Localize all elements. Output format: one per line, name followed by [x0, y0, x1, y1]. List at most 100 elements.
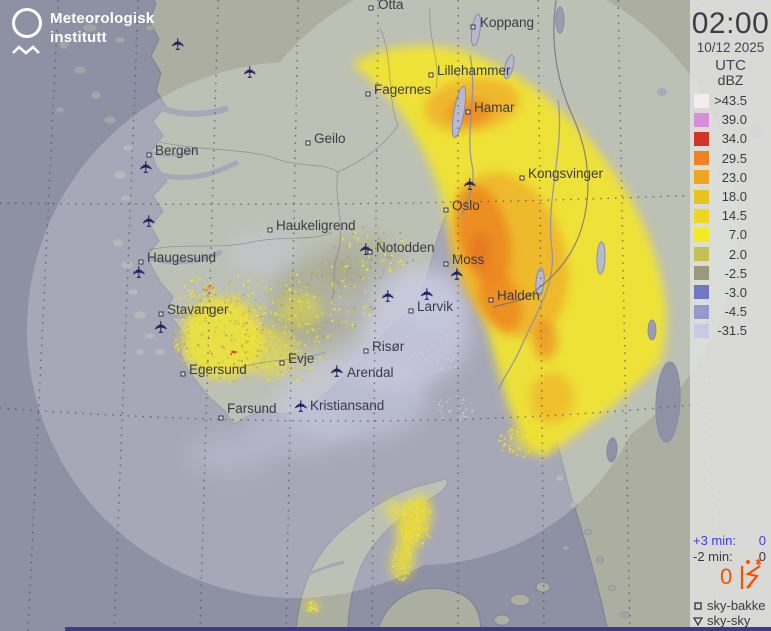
svg-text:Fagernes: Fagernes [374, 82, 431, 97]
svg-text:Evje: Evje [288, 351, 314, 366]
minus-min-label: -2 min: [693, 549, 733, 564]
city-label-kristiansand: Kristiansand [310, 398, 384, 413]
timezone-label: UTC [715, 57, 746, 74]
legend-row-11: -4.5 [690, 302, 771, 321]
svg-text:Stavanger: Stavanger [167, 302, 229, 317]
legend-value: 39.0 [721, 112, 747, 128]
svg-text:Arendal: Arendal [347, 365, 394, 380]
forecast-plus-row: +3 min: 0 [690, 533, 771, 548]
logo: Meteorologisk institutt [12, 8, 154, 61]
legend-value: 29.5 [721, 150, 747, 166]
city-label-stavanger: Stavanger [158, 302, 229, 317]
precipitation-weak-echo [190, 230, 470, 475]
city-label-otta: Otta [368, 0, 404, 12]
legend-row-10: -3.0 [690, 283, 771, 302]
city-label-notodden: Notodden [367, 240, 435, 255]
svg-text:Farsund: Farsund [227, 401, 277, 416]
airplane-icon: ✈ [152, 320, 171, 334]
legend-swatch [694, 170, 709, 185]
svg-text:Egersund: Egersund [189, 362, 247, 377]
legend-swatch [694, 208, 709, 223]
lakes [451, 6, 681, 463]
legend-row-5: 18.0 [690, 187, 771, 206]
info-panel: 02:00 10/12 2025 UTC dBZ >43.5 39.0 34.0 29… [690, 0, 771, 631]
precipitation-band [182, 45, 667, 611]
airplane-icon: ✈ [241, 65, 260, 79]
legend-row-2: 34.0 [690, 129, 771, 148]
legend-row-0: >43.5 [690, 91, 771, 110]
minus-min-value: 0 [758, 549, 766, 564]
city-label-lillehammer: Lillehammer [428, 63, 511, 78]
svg-text:Halden: Halden [497, 288, 540, 303]
airplane-icons: ✈ ✈ ✈ ✈ ✈ ✈ ✈ ✈ ✈ ✈ ✈ ✈ ✈ [130, 37, 480, 413]
city-label-oslo: Oslo [443, 198, 480, 213]
svg-text:Kongsvinger: Kongsvinger [528, 166, 604, 181]
precipitation-speckles [171, 226, 544, 612]
city-label-evje: Evje [279, 351, 314, 366]
sky-bakke-label: sky-bakke [707, 598, 766, 613]
legend-swatch [694, 112, 709, 127]
svg-text:Bergen: Bergen [155, 143, 199, 158]
date-display: 10/12 2025 [696, 40, 765, 55]
airplane-icon: ✈ [418, 287, 437, 301]
timeline-progress-bar[interactable] [65, 627, 771, 631]
legend-value: -31.5 [717, 323, 747, 339]
airplane-icon: ✈ [169, 37, 188, 51]
legend-row-8: 2.0 [690, 245, 771, 264]
city-label-larvik: Larvik [408, 299, 453, 314]
legend-row-12: -31.5 [690, 321, 771, 340]
legend-swatch [694, 93, 709, 108]
time-display: 02:00 [691, 7, 770, 40]
legend-row-9: -2.5 [690, 264, 771, 283]
legend-swatch [694, 285, 709, 300]
legend-value: 14.5 [721, 208, 747, 224]
svg-text:Koppang: Koppang [480, 15, 534, 30]
triangle-icon [693, 616, 703, 626]
svg-text:Haugesund: Haugesund [147, 250, 216, 265]
svg-text:Lillehammer: Lillehammer [437, 63, 511, 78]
city-label-bergen: Bergen [146, 143, 199, 158]
sky-sky-label: sky-sky [707, 613, 751, 628]
svg-text:Moss: Moss [452, 252, 485, 267]
city-label-koppang: Koppang [470, 15, 534, 30]
airplane-icon: ✈ [140, 214, 159, 228]
airplane-icon: ✈ [461, 177, 480, 191]
legend-swatch [694, 323, 709, 338]
dbz-legend: >43.5 39.0 34.0 29.5 23.0 18.0 14.5 7.0 2.0 -2.5 -… [690, 91, 771, 340]
city-labels: Otta Koppang Lillehammer Fagernes Hamar Geilo… [138, 0, 604, 421]
plus-min-value: 0 [758, 533, 766, 548]
svg-text:Notodden: Notodden [376, 240, 435, 255]
logo-wave-icon [12, 45, 40, 55]
sky-sky-toggle: sky-sky [690, 613, 771, 628]
legend-swatch [694, 266, 709, 281]
airplane-icon: ✈ [292, 399, 311, 413]
islands [55, 23, 631, 619]
legend-value: -4.5 [724, 304, 747, 320]
logo-text: Meteorologisk institutt [50, 10, 155, 46]
lightning-count: 0 [720, 564, 733, 589]
legend-swatch [694, 227, 709, 242]
legend-row-1: 39.0 [690, 110, 771, 129]
city-label-moss: Moss [443, 252, 485, 267]
svg-text:Haukeligrend: Haukeligrend [276, 218, 356, 233]
city-label-geilo: Geilo [305, 131, 346, 146]
city-label-farsund: Farsund [218, 401, 277, 421]
svg-text:Kristiansand: Kristiansand [310, 398, 384, 413]
legend-value: 34.0 [721, 131, 747, 147]
legend-row-3: 29.5 [690, 149, 771, 168]
svg-text:Larvik: Larvik [417, 299, 453, 314]
svg-text:Geilo: Geilo [314, 131, 346, 146]
sky-bakke-toggle: sky-bakke [690, 598, 771, 613]
city-label-risør: Risør [363, 339, 405, 354]
legend-swatch [694, 304, 709, 319]
borders [147, 0, 589, 369]
airplane-icon: ✈ [448, 267, 467, 281]
airplane-icon: ✈ [130, 265, 149, 279]
legend-value: 2.0 [728, 246, 747, 262]
legend-value: 23.0 [721, 169, 747, 185]
city-label-arendal: Arendal [347, 365, 394, 380]
city-label-hamar: Hamar [465, 100, 515, 115]
city-label-egersund: Egersund [180, 362, 247, 377]
